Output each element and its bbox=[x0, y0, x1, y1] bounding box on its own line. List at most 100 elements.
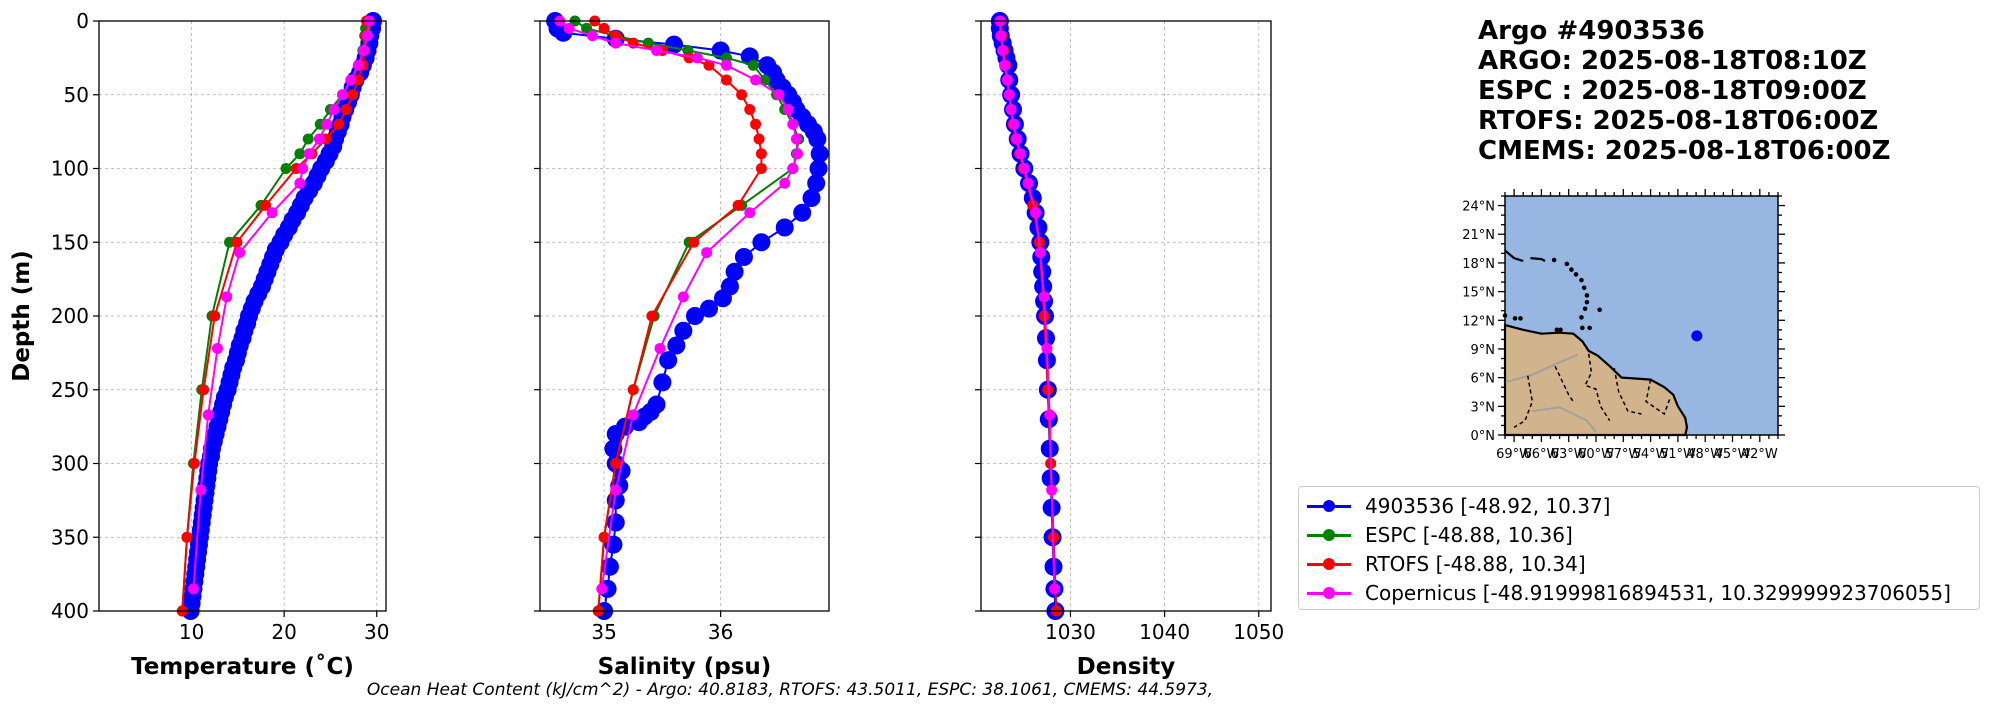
map-island bbox=[1569, 267, 1574, 272]
map-island bbox=[1587, 325, 1592, 331]
legend-label-rtofs: RTOFS [-48.88, 10.34] bbox=[1365, 552, 1586, 576]
point-cmems bbox=[563, 22, 575, 34]
point-cmems bbox=[321, 118, 333, 130]
point-cmems bbox=[345, 74, 357, 86]
map-island bbox=[1554, 327, 1560, 333]
point-cmems bbox=[744, 207, 756, 219]
xtick-label: 20 bbox=[271, 620, 296, 644]
point-argo bbox=[667, 336, 686, 355]
point-cmems bbox=[1048, 583, 1060, 595]
point-rtofs bbox=[598, 22, 610, 34]
point-rtofs bbox=[732, 199, 744, 211]
point-rtofs bbox=[750, 118, 762, 130]
point-cmems bbox=[995, 30, 1007, 42]
legend-line-rtofs bbox=[1307, 557, 1351, 570]
legend-line-argo bbox=[1307, 499, 1351, 512]
map-island bbox=[1580, 325, 1585, 331]
xlabel-temperature: Temperature (˚C) bbox=[131, 653, 354, 680]
point-cmems bbox=[1018, 163, 1030, 174]
legend-line-cmems bbox=[1307, 586, 1351, 599]
map-xtick-label: 60°W bbox=[1578, 447, 1614, 462]
point-cmems bbox=[1034, 247, 1046, 259]
point-cmems bbox=[586, 30, 598, 42]
ytick-label: 200 bbox=[51, 304, 89, 328]
title-espc-time: ESPC : 2025-08-18T09:00Z bbox=[1478, 76, 1867, 106]
point-cmems bbox=[1011, 133, 1023, 145]
map-xtick-label: 48°W bbox=[1687, 447, 1723, 462]
point-argo bbox=[699, 299, 718, 318]
point-rtofs bbox=[755, 163, 767, 174]
map-island bbox=[1518, 316, 1523, 321]
point-cmems bbox=[297, 163, 309, 174]
map-border bbox=[1613, 367, 1642, 415]
point-rtofs bbox=[209, 310, 221, 322]
map-border bbox=[1584, 353, 1611, 422]
map-coast-hispaniola bbox=[1504, 249, 1524, 263]
xlabel-salinity: Salinity (psu) bbox=[598, 654, 772, 680]
point-cmems bbox=[782, 104, 794, 115]
point-argo bbox=[808, 130, 827, 148]
point-argo bbox=[653, 373, 672, 392]
point-rtofs bbox=[231, 236, 243, 248]
point-argo bbox=[809, 159, 828, 178]
ytick-label: 0 bbox=[76, 9, 89, 33]
map-xtick-label: 69°W bbox=[1496, 447, 1532, 462]
point-rtofs bbox=[753, 133, 765, 145]
ytick-label: 350 bbox=[51, 525, 89, 549]
map-island bbox=[1584, 299, 1590, 305]
point-cmems bbox=[303, 148, 315, 160]
legend: 4903536 [-48.92, 10.37] ESPC [-48.88, 10… bbox=[1298, 486, 1980, 610]
point-cmems bbox=[187, 583, 199, 595]
point-argo bbox=[807, 174, 826, 193]
legend-item-espc: ESPC [-48.88, 10.36] bbox=[1307, 522, 1573, 548]
map-ytick-label: 3°N bbox=[1471, 400, 1496, 415]
map-xtick-label: 63°W bbox=[1551, 447, 1587, 462]
point-rtofs bbox=[198, 384, 210, 396]
map-ytick-label: 0°N bbox=[1471, 429, 1496, 444]
xtick-label: 1030 bbox=[1045, 620, 1096, 644]
point-argo bbox=[775, 218, 794, 237]
ytick-label: 50 bbox=[64, 83, 89, 107]
map-island bbox=[1558, 327, 1563, 333]
map-island bbox=[1573, 272, 1579, 277]
map-ytick-label: 21°N bbox=[1462, 228, 1495, 243]
map-island bbox=[1512, 316, 1518, 321]
point-rtofs bbox=[744, 104, 756, 115]
point-rtofs bbox=[1038, 310, 1050, 322]
point-cmems bbox=[701, 247, 713, 259]
map-ytick-label: 9°N bbox=[1471, 343, 1496, 358]
map-island bbox=[1579, 315, 1584, 320]
point-cmems bbox=[787, 163, 799, 174]
point-argo bbox=[674, 321, 693, 340]
ytick-label: 300 bbox=[51, 452, 89, 476]
point-rtofs bbox=[610, 458, 622, 469]
legend-item-cmems: Copernicus [-48.91999816894531, 10.32999… bbox=[1307, 580, 1951, 606]
ylabel-temperature: Depth (m) bbox=[9, 250, 35, 382]
point-cmems bbox=[677, 291, 689, 303]
point-rtofs bbox=[340, 104, 352, 115]
point-cmems bbox=[779, 177, 791, 189]
title-rtofs-time: RTOFS: 2025-08-18T06:00Z bbox=[1478, 106, 1879, 136]
map-ytick-label: 12°N bbox=[1462, 314, 1495, 329]
point-cmems bbox=[361, 30, 373, 42]
point-argo bbox=[606, 425, 625, 443]
map-inset: 69°W66°W63°W60°W57°W54°W51°W48°W45°W42°W… bbox=[1462, 189, 1785, 462]
point-espc bbox=[747, 59, 759, 71]
point-cmems bbox=[750, 74, 762, 86]
point-argo bbox=[1029, 218, 1048, 237]
title-cmems-time: CMEMS: 2025-08-18T06:00Z bbox=[1478, 136, 1891, 166]
point-rtofs bbox=[333, 118, 345, 130]
point-rtofs bbox=[260, 199, 272, 211]
map-coast-puerto-rico bbox=[1530, 257, 1546, 262]
legend-label-cmems: Copernicus [-48.91999816894531, 10.32999… bbox=[1365, 581, 1951, 605]
point-rtofs bbox=[646, 310, 658, 322]
point-cmems bbox=[610, 37, 622, 49]
point-argo bbox=[659, 351, 678, 370]
map-island bbox=[1551, 257, 1557, 263]
point-argo bbox=[713, 289, 732, 308]
point-cmems bbox=[651, 45, 663, 56]
point-argo bbox=[734, 248, 753, 266]
xtick-label: 1050 bbox=[1233, 620, 1284, 644]
point-cmems bbox=[1030, 207, 1042, 219]
